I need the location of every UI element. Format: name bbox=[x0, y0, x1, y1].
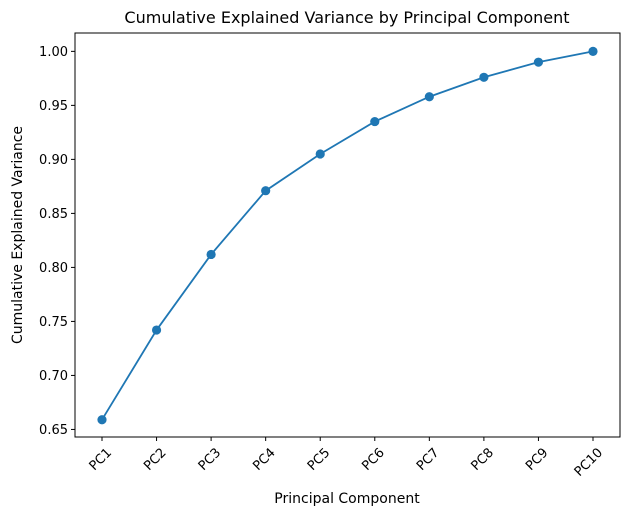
y-axis-label: Cumulative Explained Variance bbox=[10, 126, 26, 344]
y-tick-label: 0.95 bbox=[39, 99, 68, 114]
y-tick-label: 0.80 bbox=[39, 261, 68, 276]
x-tick-label: PC3 bbox=[196, 445, 224, 473]
data-point-pc5 bbox=[315, 149, 325, 159]
data-point-pc2 bbox=[151, 325, 162, 335]
y-tick-label: 0.90 bbox=[39, 153, 68, 168]
x-tick-label: PC7 bbox=[414, 445, 442, 473]
x-tick-label: PC1 bbox=[87, 445, 115, 473]
x-axis-ticks: PC1 PC2 PC3 PC4 PC5 PC6 PC7 PC8 PC9 PC10 bbox=[87, 437, 606, 480]
x-tick-label: PC8 bbox=[469, 445, 497, 473]
data-point-pc3 bbox=[206, 249, 216, 260]
data-point-pc4 bbox=[261, 186, 271, 196]
y-tick-label: 0.70 bbox=[39, 369, 68, 384]
series-line bbox=[101, 50, 594, 421]
x-tick-label: PC10 bbox=[572, 445, 606, 479]
x-axis-label: Principal Component bbox=[274, 491, 420, 507]
y-tick-label: 1.00 bbox=[39, 45, 68, 60]
x-tick-label: PC9 bbox=[523, 445, 551, 473]
x-tick-label: PC2 bbox=[141, 445, 169, 473]
chart-title: Cumulative Explained Variance by Princip… bbox=[124, 8, 569, 27]
y-tick-label: 0.75 bbox=[39, 315, 68, 330]
x-tick-label: PC6 bbox=[359, 445, 387, 473]
data-point-pc8 bbox=[479, 72, 489, 82]
data-point-pc1 bbox=[97, 415, 107, 425]
x-tick-label: PC4 bbox=[250, 445, 278, 473]
y-tick-label: 0.85 bbox=[39, 207, 68, 222]
data-point-pc6 bbox=[370, 116, 380, 127]
data-point-pc10 bbox=[588, 46, 598, 56]
series-markers bbox=[97, 46, 598, 425]
plot-frame bbox=[74, 32, 621, 438]
y-tick-label: 0.65 bbox=[39, 423, 68, 438]
x-tick-label: PC5 bbox=[305, 445, 333, 473]
y-axis-ticks: 0.65 0.70 0.75 0.80 0.85 0.90 0.95 1.00 bbox=[39, 45, 75, 438]
data-point-pc9 bbox=[533, 57, 544, 67]
data-point-pc7 bbox=[424, 92, 434, 102]
